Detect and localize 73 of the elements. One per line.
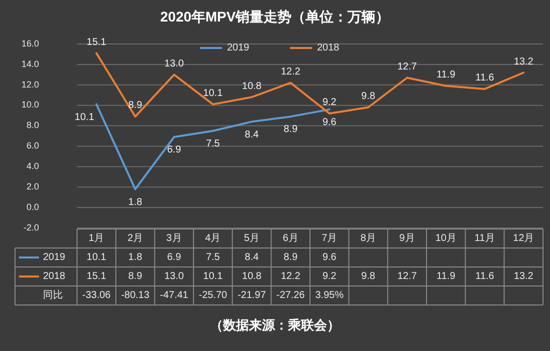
text: 12.2 <box>280 66 300 78</box>
x-tick-label: 8月 <box>360 233 376 244</box>
data-label: 9.6 <box>322 252 337 264</box>
x-tick-label: 2月 <box>127 233 144 244</box>
x-tick-label: 4月 <box>205 233 221 244</box>
text: 11.6 <box>475 72 494 84</box>
x-tick-label: 11月 <box>474 233 495 244</box>
data-label: 10.1 <box>86 252 107 264</box>
legend-label: 2018 <box>317 42 340 54</box>
text: 11.9 <box>436 70 456 81</box>
y-tick-label: 2.0 <box>26 181 39 192</box>
text: -80.13 <box>121 290 150 302</box>
y-tick-label: 10.0 <box>21 100 39 110</box>
text: 10.1 <box>203 88 223 99</box>
y-tick-label: 12.0 <box>21 79 39 90</box>
text: 2019 <box>43 252 66 264</box>
x-tick-label: 1月 <box>88 233 104 244</box>
text: -21.97 <box>238 290 266 302</box>
data-label: 11.6 <box>475 271 495 282</box>
x-tick-label: 3月 <box>166 233 182 244</box>
data-label: 12.2 <box>280 271 301 282</box>
text: 8.4 <box>244 129 259 140</box>
data-label: 11.9 <box>436 271 456 282</box>
text: 2018 <box>43 271 66 282</box>
text: -47.41 <box>160 290 189 302</box>
legend-label: 2019 <box>227 42 250 54</box>
y-tick-label: 8.0 <box>26 120 39 130</box>
text: 10.8 <box>242 80 262 92</box>
text: 1.8 <box>128 196 142 208</box>
text: 同比 <box>43 289 63 302</box>
data-label: 12.7 <box>397 271 418 282</box>
text: -25.70 <box>198 290 228 302</box>
text: 13.0 <box>164 58 184 70</box>
y-tick-label: 0.0 <box>26 202 39 212</box>
y-tick-label: 6.0 <box>26 140 39 151</box>
text: 7.5 <box>206 138 220 150</box>
text: 15.1 <box>86 36 106 48</box>
text: 9.6 <box>322 117 336 128</box>
text: 3.95% <box>315 290 344 302</box>
text: -27.26 <box>276 290 306 302</box>
data-label: 10.1 <box>203 271 224 282</box>
data-label: 13.0 <box>164 271 184 282</box>
y-tick-label: 16.0 <box>21 38 39 48</box>
data-label: 15.1 <box>86 271 107 282</box>
data-label: 13.2 <box>514 271 534 282</box>
chart-title: 2020年MPV销量走势（单位：万辆） <box>160 8 390 25</box>
text: 12.7 <box>397 61 417 72</box>
data-label: 8.4 <box>244 252 260 264</box>
text: 6.9 <box>167 144 182 156</box>
x-tick-label: 12月 <box>513 233 534 244</box>
text: 8.9 <box>284 124 298 136</box>
data-label: 9.2 <box>322 271 337 282</box>
data-label: 8.9 <box>128 271 143 282</box>
x-tick-label: 6月 <box>282 233 298 244</box>
text: -33.06 <box>82 290 112 302</box>
data-label: 10.8 <box>242 271 262 282</box>
data-label: 8.9 <box>284 252 298 264</box>
y-tick-label: -2.0 <box>23 222 39 232</box>
y-tick-label: 14.0 <box>21 58 39 69</box>
x-tick-label: 5月 <box>244 233 260 244</box>
text: 10.1 <box>74 112 94 123</box>
x-tick-label: 10月 <box>435 233 456 244</box>
text: 9.2 <box>322 97 336 108</box>
text: （数据来源：乘联会） <box>210 317 340 332</box>
y-tick-label: 4.0 <box>26 161 39 172</box>
data-label: 7.5 <box>206 252 220 264</box>
x-tick-label: 7月 <box>322 233 338 244</box>
text: 9.8 <box>361 91 376 102</box>
data-label: 9.8 <box>361 271 376 282</box>
text: 13.2 <box>514 56 534 68</box>
data-label: 1.8 <box>128 252 143 264</box>
data-label: 6.9 <box>167 252 182 264</box>
x-tick-label: 9月 <box>399 233 415 244</box>
